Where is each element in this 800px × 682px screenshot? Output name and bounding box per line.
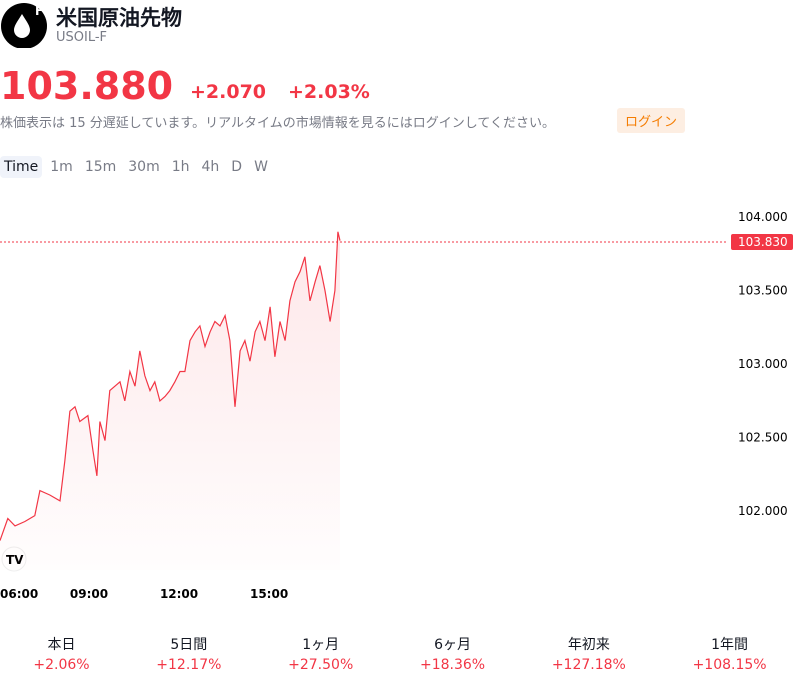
notice: 株価表示は 15 分遅延しています。リアルタイムの市場情報を見るにはログインして… xyxy=(0,116,555,131)
period-label: 5日間 xyxy=(170,637,208,653)
timeframe-tab[interactable]: 30m xyxy=(128,159,160,175)
period-label: 1年間 xyxy=(711,637,749,653)
period: 本日 +2.06% xyxy=(33,634,89,673)
price: 103.880 xyxy=(0,64,174,108)
login-button[interactable]: ログイン xyxy=(617,108,686,133)
y-tick-label: 102.500 xyxy=(738,431,788,445)
last-price-label: 103.830 xyxy=(738,235,788,249)
period-label: 1ヶ月 xyxy=(302,637,340,653)
period-value: +2.06% xyxy=(33,657,90,673)
timeframe-tab[interactable]: 1h xyxy=(171,159,190,175)
period: 1年間 +108.15% xyxy=(693,634,767,673)
period-label: 6ヶ月 xyxy=(434,637,471,653)
period-label: 本日 xyxy=(47,637,76,653)
symbol: USOIL-F xyxy=(56,30,108,45)
title: 米国原油先物 xyxy=(56,6,182,30)
change-pct: +2.03% xyxy=(288,81,370,103)
period-value: +127.18% xyxy=(551,657,626,673)
area xyxy=(0,231,340,571)
timeframe-tab[interactable]: W xyxy=(254,159,268,175)
period-value: +27.50% xyxy=(288,657,354,673)
x-tick-label: 06:00 xyxy=(0,587,38,601)
symbol-icon: F xyxy=(1,3,47,48)
last-price-badge xyxy=(731,234,793,251)
x-tick-label: 15:00 xyxy=(250,587,288,601)
period-label: 年初来 xyxy=(567,637,610,653)
y-tick-label: 103.000 xyxy=(738,357,788,371)
timeframe-tab[interactable]: Time xyxy=(0,156,43,178)
periods: 本日 +2.06% 5日間 +12.17% 1ヶ月 +27.50% 6ヶ月 +18.36% 年初… xyxy=(0,634,800,673)
period-value: +18.36% xyxy=(419,657,486,673)
period: 年初来 +127.18% xyxy=(552,634,626,673)
x-tick-label: 09:00 xyxy=(70,587,108,601)
timeframe-tab[interactable]: 4h xyxy=(201,159,220,175)
change: +2.070 xyxy=(190,81,267,103)
period: 6ヶ月 +18.36% xyxy=(420,634,485,673)
price-line xyxy=(0,231,341,541)
y-tick-label: 104.000 xyxy=(738,210,788,224)
period: 1ヶ月 +27.50% xyxy=(288,634,353,673)
period-value: +12.17% xyxy=(156,657,222,673)
timeframe-tabs: Time 1m 15m 30m 1h 4h D W xyxy=(0,156,272,178)
period-value: +108.15% xyxy=(692,657,767,673)
svg-text:F: F xyxy=(35,4,43,18)
y-tick-label: 103.500 xyxy=(738,284,788,298)
y-tick-label: 102.000 xyxy=(738,504,788,518)
period: 5日間 +12.17% xyxy=(156,634,221,673)
timeframe-tab[interactable]: D xyxy=(231,159,243,175)
timeframe-tab[interactable]: 1m xyxy=(50,159,73,175)
timeframe-tab[interactable]: 15m xyxy=(84,159,117,175)
x-tick-label: 12:00 xyxy=(160,587,198,601)
chart: TV 104.000103.500103.000102.500102.00006… xyxy=(0,210,793,601)
